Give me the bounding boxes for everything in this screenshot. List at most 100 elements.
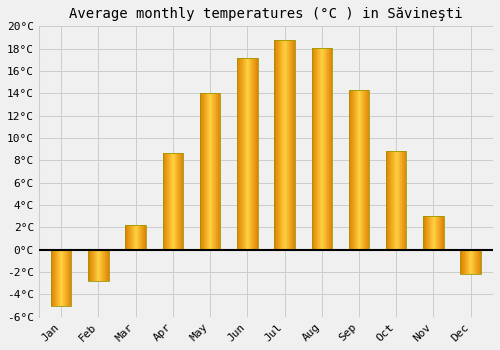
Bar [143,225,144,250]
Bar [480,250,481,274]
Bar [312,48,313,250]
Bar [312,48,332,250]
Bar [133,225,134,250]
Bar [403,152,404,250]
Bar [104,250,105,281]
Bar [440,216,441,250]
Bar [423,216,424,250]
Bar [171,153,172,250]
Bar [211,93,212,250]
Bar [59,250,60,306]
Bar [105,250,106,281]
Bar [243,57,244,250]
Bar [475,250,476,274]
Bar [358,90,359,250]
Bar [169,153,170,250]
Bar [64,250,65,306]
Bar [463,250,464,274]
Bar [244,57,246,250]
Bar [201,93,202,250]
Bar [126,225,128,250]
Bar [60,250,61,306]
Bar [355,90,356,250]
Bar [424,216,426,250]
Bar [281,40,282,250]
Bar [208,93,210,250]
Bar [132,225,133,250]
Bar [350,90,351,250]
Bar [368,90,370,250]
Bar [103,250,104,281]
Bar [141,225,142,250]
Bar [324,48,325,250]
Bar [55,250,56,306]
Bar [88,250,108,281]
Bar [54,250,55,306]
Bar [327,48,328,250]
Bar [174,153,175,250]
Bar [255,57,256,250]
Bar [137,225,138,250]
Bar [242,57,243,250]
Bar [354,90,355,250]
Bar [322,48,323,250]
Bar [438,216,439,250]
Bar [210,93,211,250]
Bar [476,250,477,274]
Bar [400,152,401,250]
Bar [478,250,479,274]
Bar [257,57,258,250]
Bar [397,152,398,250]
Bar [96,250,97,281]
Title: Average monthly temperatures (°C ) in Săvineşti: Average monthly temperatures (°C ) in Să… [69,7,462,21]
Bar [66,250,68,306]
Bar [62,250,63,306]
Bar [214,93,215,250]
Bar [359,90,360,250]
Bar [63,250,64,306]
Bar [170,153,171,250]
Bar [468,250,469,274]
Bar [360,90,361,250]
Bar [435,216,436,250]
Bar [390,152,391,250]
Bar [136,225,137,250]
Bar [317,48,318,250]
Bar [142,225,143,250]
Bar [464,250,466,274]
Bar [294,40,295,250]
Bar [175,153,176,250]
Bar [254,57,255,250]
Bar [441,216,442,250]
Bar [319,48,320,250]
Bar [353,90,354,250]
Bar [166,153,168,250]
Bar [241,57,242,250]
Bar [404,152,405,250]
Bar [168,153,169,250]
Bar [145,225,146,250]
Bar [90,250,91,281]
Bar [280,40,281,250]
Bar [328,48,330,250]
Bar [439,216,440,250]
Bar [401,152,402,250]
Bar [237,57,238,250]
Bar [392,152,393,250]
Bar [364,90,365,250]
Bar [101,250,102,281]
Bar [473,250,474,274]
Bar [53,250,54,306]
Bar [442,216,443,250]
Bar [279,40,280,250]
Bar [466,250,468,274]
Bar [283,40,284,250]
Bar [285,40,286,250]
Bar [106,250,108,281]
Bar [95,250,96,281]
Bar [352,90,353,250]
Bar [135,225,136,250]
Bar [102,250,103,281]
Bar [391,152,392,250]
Bar [172,153,173,250]
